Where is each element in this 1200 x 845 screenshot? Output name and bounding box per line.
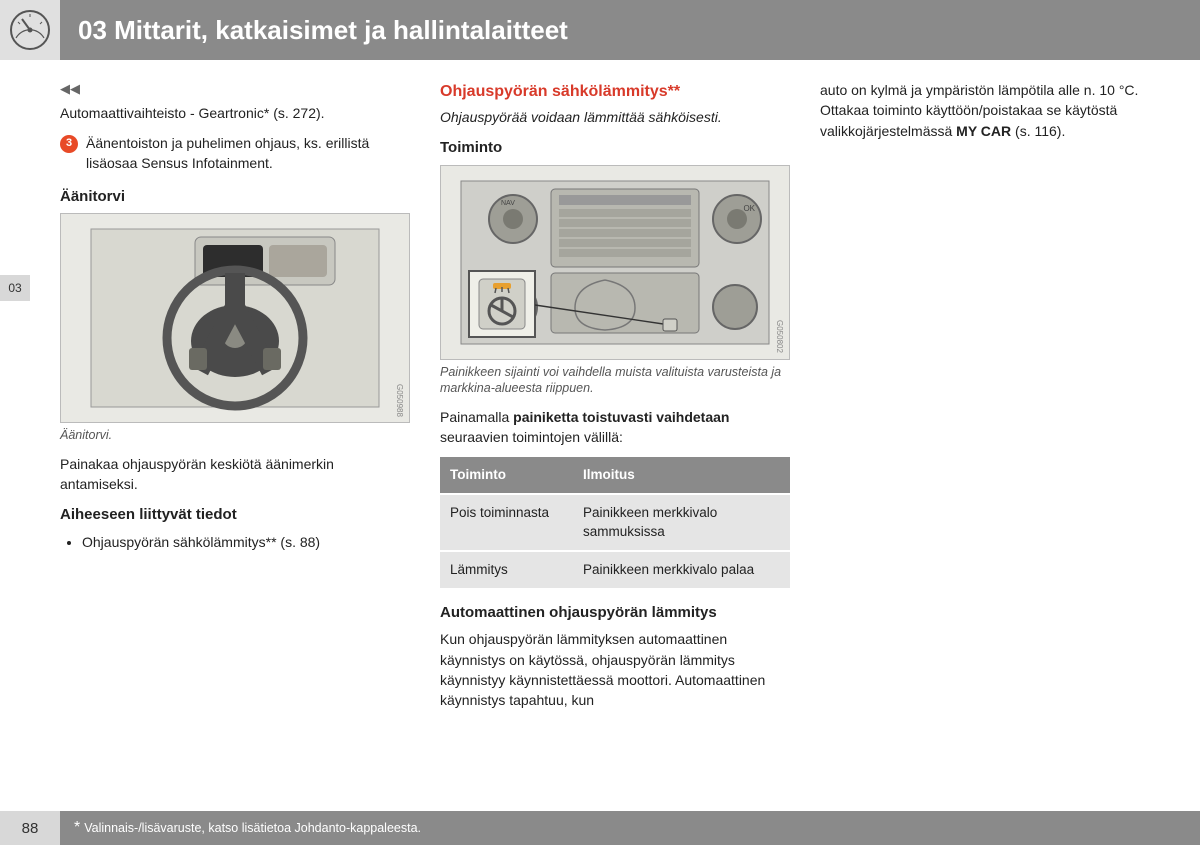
left-margin: 03 (0, 80, 60, 721)
chapter-tab: 03 (0, 275, 30, 301)
number-badge-3: 3 (60, 135, 78, 153)
col3-para: auto on kylmä ja ympäristön lämpötila al… (820, 80, 1170, 141)
function-table: Toiminto Ilmoitus Pois toiminnasta Paini… (440, 457, 790, 587)
console-caption: Painikkeen sijainti voi vaihdella muista… (440, 364, 790, 397)
press-bold: painiketta toistuvasti vaihdetaan (513, 409, 729, 425)
auto-text: Kun ohjauspyörän lämmityksen automaattin… (440, 629, 790, 710)
columns: ◀◀ Automaattivaihteisto - Geartronic* (s… (60, 80, 1170, 721)
table-row: Lämmitys Painikkeen merkkivalo palaa (440, 551, 790, 588)
column-2: Ohjauspyörän sähkölämmitys** Ohjauspyörä… (440, 80, 790, 721)
auto-heading: Automaattinen ohjauspyörän lämmitys (440, 602, 790, 624)
r2c1: Lämmitys (440, 551, 573, 588)
numbered-item-3: 3 Äänentoiston ja puhelimen ohjaus, ks. … (60, 133, 410, 174)
horn-caption: Äänitorvi. (60, 427, 410, 443)
heating-heading: Ohjauspyörän sähkölämmitys** (440, 80, 790, 103)
heating-intro: Ohjauspyörää voidaan lämmittää sähköises… (440, 107, 790, 127)
col3-t2: (s. 116). (1011, 123, 1065, 139)
horn-text: Painakaa ohjauspyörän keskiötä äänimerki… (60, 454, 410, 495)
r1c1: Pois toiminnasta (440, 494, 573, 551)
svg-text:NAV: NAV (501, 200, 515, 207)
illus2-code: G050802 (773, 320, 785, 353)
geartronic-text: Automaattivaihteisto - Geartronic* (s. 2… (60, 103, 410, 123)
r2c2: Painikkeen merkkivalo palaa (573, 551, 790, 588)
related-list: Ohjauspyörän sähkölämmitys** (s. 88) (60, 532, 410, 552)
related-bullet-1: Ohjauspyörän sähkölämmitys** (s. 88) (82, 532, 410, 552)
related-heading: Aiheeseen liittyvät tiedot (60, 504, 410, 526)
th-toiminto: Toiminto (440, 457, 573, 494)
header-bar: 03 Mittarit, katkaisimet ja hallintalait… (0, 0, 1200, 60)
asterisk-icon: * (74, 819, 80, 837)
content-area: 03 ◀◀ Automaattivaihteisto - Geartronic*… (0, 60, 1200, 721)
press-t2: seuraavien toimintojen välillä: (440, 429, 623, 445)
mycar-bold: MY CAR (956, 123, 1011, 139)
horn-illustration: G050988 (60, 213, 410, 423)
footer-text: Valinnais-/lisävaruste, katso lisätietoa… (84, 821, 421, 835)
page-title: 03 Mittarit, katkaisimet ja hallintalait… (78, 15, 568, 46)
item3-text: Äänentoiston ja puhelimen ohjaus, ks. er… (86, 133, 410, 174)
illus1-code: G050988 (393, 384, 405, 417)
r1c2: Painikkeen merkkivalo sammuksissa (573, 494, 790, 551)
footer-note: * Valinnais-/lisävaruste, katso lisätiet… (60, 811, 1200, 845)
th-ilmoitus: Ilmoitus (573, 457, 790, 494)
page-number: 88 (0, 811, 60, 845)
svg-text:OK: OK (743, 204, 755, 213)
column-3: auto on kylmä ja ympäristön lämpötila al… (820, 80, 1170, 721)
gauge-icon (0, 0, 60, 60)
press-text: Painamalla painiketta toistuvasti vaihde… (440, 407, 790, 448)
column-1: ◀◀ Automaattivaihteisto - Geartronic* (s… (60, 80, 410, 721)
table-row: Pois toiminnasta Painikkeen merkkivalo s… (440, 494, 790, 551)
horn-heading: Äänitorvi (60, 186, 410, 208)
console-illustration: NAV OK G050802 (440, 165, 790, 360)
continued-icon: ◀◀ (60, 80, 410, 99)
press-t1: Painamalla (440, 409, 513, 425)
function-heading: Toiminto (440, 137, 790, 159)
footer-bar: 88 * Valinnais-/lisävaruste, katso lisät… (0, 811, 1200, 845)
